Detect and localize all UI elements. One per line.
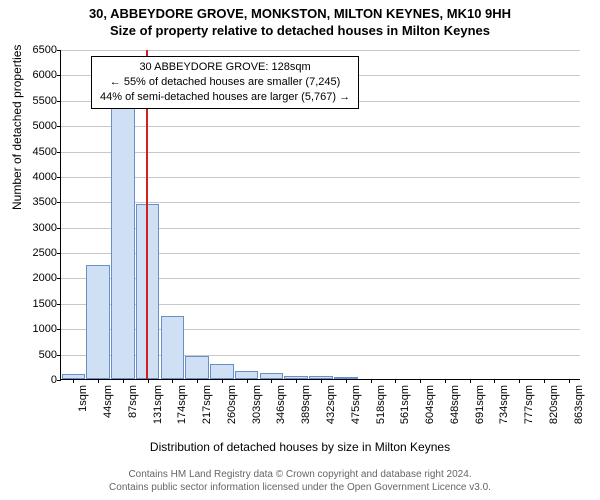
gridline [61,177,580,178]
xtick-mark [420,379,421,383]
ytick-label: 6500 [33,44,61,56]
xtick-label: 734sqm [498,385,510,424]
gridline [61,50,580,51]
x-axis-label: Distribution of detached houses by size … [0,440,600,454]
ytick-label: 1000 [33,323,61,335]
xtick-label: 518sqm [375,385,387,424]
xtick-mark [321,379,322,383]
xtick-mark [73,379,74,383]
xtick-mark [123,379,124,383]
xtick-label: 260sqm [226,385,238,424]
xtick-label: 131sqm [152,385,164,424]
xtick-mark [371,379,372,383]
xtick-mark [346,379,347,383]
histogram-bar [86,265,110,379]
xtick-label: 561sqm [399,385,411,424]
footer-line-2: Contains public sector information licen… [0,481,600,494]
xtick-mark [247,379,248,383]
xtick-label: 475sqm [350,385,362,424]
chart-title-desc: Size of property relative to detached ho… [0,21,600,38]
xtick-label: 217sqm [201,385,213,424]
xtick-label: 44sqm [102,385,114,418]
xtick-label: 1sqm [77,385,89,412]
ytick-label: 2000 [33,272,61,284]
ytick-label: 500 [39,349,61,361]
xtick-mark [544,379,545,383]
ytick-label: 0 [51,374,61,386]
histogram-bar [235,371,259,379]
ytick-label: 1500 [33,298,61,310]
histogram-bar [185,356,209,379]
xtick-label: 604sqm [424,385,436,424]
xtick-mark [271,379,272,383]
y-axis-label: Number of detached properties [10,45,24,210]
gridline [61,152,580,153]
xtick-label: 691sqm [474,385,486,424]
xtick-label: 389sqm [300,385,312,424]
xtick-label: 303sqm [251,385,263,424]
xtick-label: 820sqm [548,385,560,424]
info-line-property: 30 ABBEYDORE GROVE: 128sqm [100,60,350,75]
info-line-larger: 44% of semi-detached houses are larger (… [100,90,350,105]
xtick-mark [148,379,149,383]
xtick-label: 777sqm [523,385,535,424]
xtick-mark [296,379,297,383]
xtick-mark [395,379,396,383]
ytick-label: 3000 [33,222,61,234]
footer-line-1: Contains HM Land Registry data © Crown c… [0,468,600,481]
xtick-mark [569,379,570,383]
ytick-label: 6000 [33,69,61,81]
xtick-label: 87sqm [127,385,139,418]
xtick-label: 174sqm [176,385,188,424]
chart-title-address: 30, ABBEYDORE GROVE, MONKSTON, MILTON KE… [0,0,600,21]
xtick-label: 346sqm [275,385,287,424]
plot-area: 0500100015002000250030003500400045005000… [60,50,580,380]
chart-area: 0500100015002000250030003500400045005000… [60,50,580,420]
ytick-label: 4500 [33,146,61,158]
gridline [61,202,580,203]
xtick-mark [519,379,520,383]
xtick-mark [494,379,495,383]
xtick-label: 432sqm [325,385,337,424]
ytick-label: 5000 [33,120,61,132]
histogram-bar [161,316,185,379]
histogram-bar [111,100,135,379]
xtick-mark [98,379,99,383]
histogram-bar [210,364,234,379]
xtick-mark [445,379,446,383]
xtick-mark [172,379,173,383]
xtick-mark [197,379,198,383]
xtick-mark [470,379,471,383]
ytick-label: 4000 [33,171,61,183]
ytick-label: 5500 [33,95,61,107]
info-line-smaller: ← 55% of detached houses are smaller (7,… [100,75,350,90]
xtick-label: 648sqm [449,385,461,424]
xtick-mark [222,379,223,383]
xtick-label: 863sqm [573,385,585,424]
info-box: 30 ABBEYDORE GROVE: 128sqm ← 55% of deta… [91,56,359,109]
ytick-label: 3500 [33,196,61,208]
footer-attribution: Contains HM Land Registry data © Crown c… [0,468,600,494]
gridline [61,126,580,127]
ytick-label: 2500 [33,247,61,259]
